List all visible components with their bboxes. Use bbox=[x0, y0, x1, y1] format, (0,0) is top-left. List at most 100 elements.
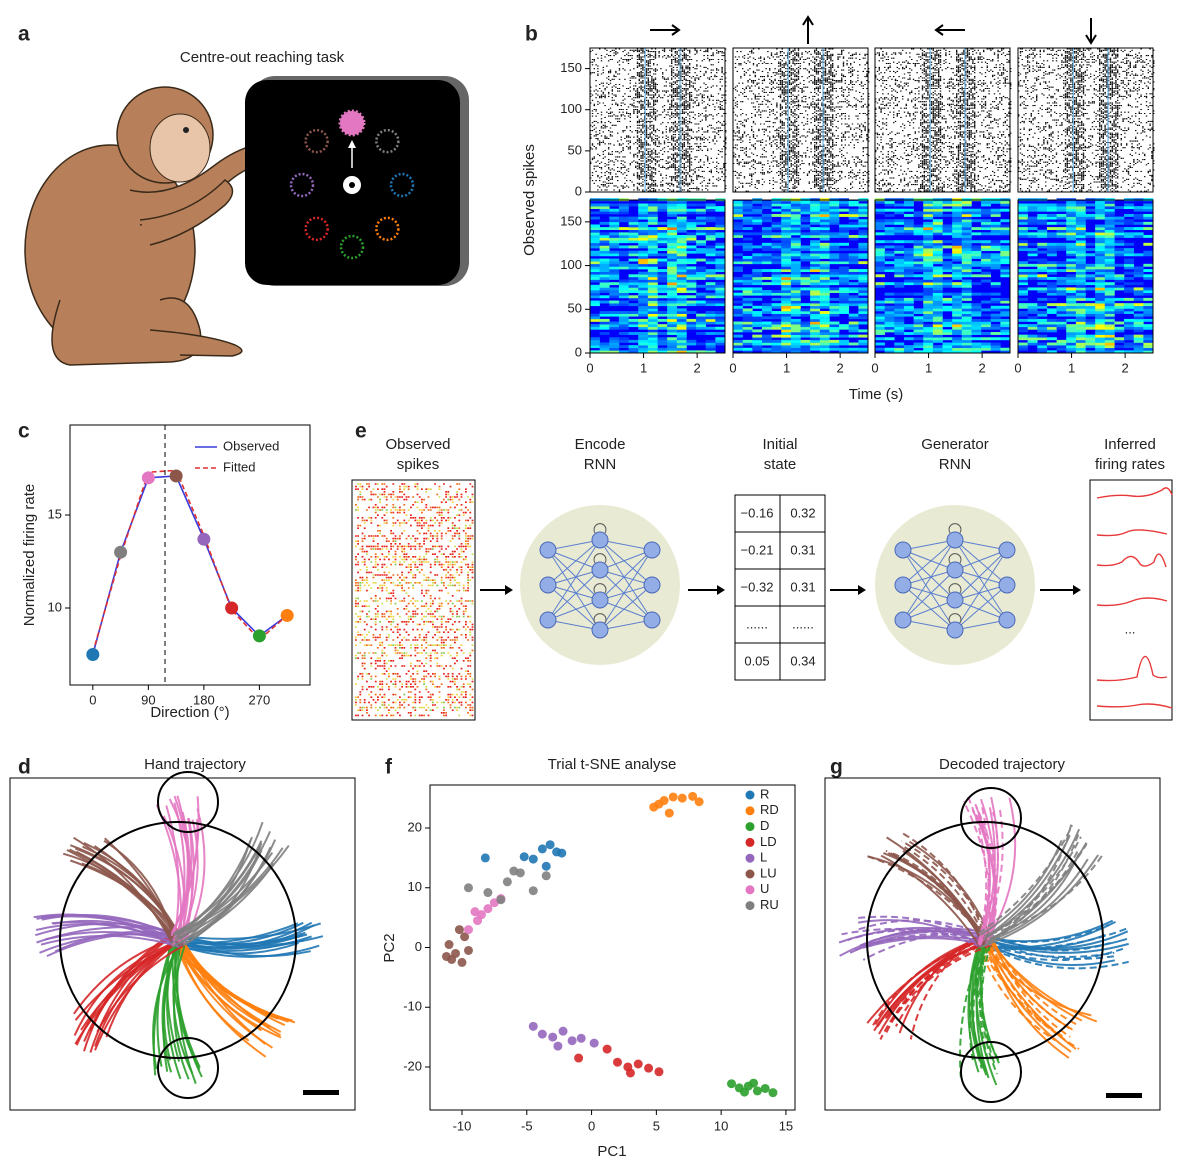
heatmap-cell bbox=[858, 242, 869, 246]
heatmap-cell bbox=[913, 232, 924, 236]
heatmap-cell bbox=[884, 266, 895, 270]
heatmap-cell bbox=[686, 339, 697, 343]
heatmap-cell bbox=[1095, 208, 1106, 212]
heatmap-cell bbox=[913, 229, 924, 233]
trajectory bbox=[176, 922, 322, 940]
heatmap-cell bbox=[705, 203, 716, 207]
heatmap-cell bbox=[1046, 345, 1057, 349]
heatmap-cell bbox=[1056, 213, 1067, 217]
heatmap-cell bbox=[981, 263, 992, 267]
heatmap-cell bbox=[1075, 266, 1086, 270]
heatmap-cell bbox=[1056, 232, 1067, 236]
heatmap-cell bbox=[667, 321, 678, 325]
heatmap-cell bbox=[696, 284, 707, 288]
heatmap-cell bbox=[1085, 345, 1096, 349]
heatmap-cell bbox=[761, 324, 772, 328]
heatmap-cell bbox=[1037, 274, 1048, 278]
heatmap-cell bbox=[942, 282, 953, 286]
heatmap-cell bbox=[839, 303, 850, 307]
heatmap-cell bbox=[819, 342, 830, 346]
heatmap-cell bbox=[932, 261, 943, 265]
heatmap-cell bbox=[1095, 242, 1106, 246]
heatmap-cell bbox=[1000, 224, 1011, 228]
heatmap-cell bbox=[884, 269, 895, 272]
heatmap-cell bbox=[599, 290, 610, 293]
heatmap-cell bbox=[667, 242, 678, 246]
heatmap-cell bbox=[913, 248, 924, 252]
stage-label: Observed bbox=[385, 436, 450, 453]
heatmap-cell bbox=[981, 221, 992, 225]
trajectory bbox=[152, 933, 179, 1076]
stage-label: Encode bbox=[575, 436, 626, 453]
heatmap-cell bbox=[705, 253, 716, 257]
scatter-point bbox=[483, 888, 493, 898]
heatmap-cell bbox=[1095, 290, 1106, 293]
heatmap-cell bbox=[609, 227, 620, 231]
heatmap-cell bbox=[790, 292, 801, 296]
heatmap-cell bbox=[981, 213, 992, 217]
trajectory bbox=[900, 844, 988, 943]
heatmap-cell bbox=[638, 342, 649, 346]
y-tick-label: 0 bbox=[575, 344, 582, 359]
y-tick-label: 20 bbox=[408, 819, 422, 834]
heatmap-cell bbox=[686, 219, 697, 223]
heatmap-cell bbox=[1104, 248, 1115, 252]
trajectory bbox=[976, 946, 1000, 1061]
heatmap-cell bbox=[638, 255, 649, 259]
target bbox=[304, 128, 329, 154]
heatmap-cell bbox=[1075, 219, 1086, 223]
heatmap-cell bbox=[848, 350, 859, 354]
heatmap-cell bbox=[1124, 305, 1135, 309]
heatmap-cell bbox=[705, 326, 716, 330]
heatmap-cell bbox=[903, 219, 914, 223]
heatmap-cell bbox=[839, 339, 850, 343]
rnn-edge bbox=[547, 539, 601, 621]
heatmap-cell bbox=[990, 200, 1001, 204]
rnn-edge bbox=[902, 569, 956, 586]
heatmap-cell bbox=[618, 332, 629, 335]
heatmap-cell bbox=[667, 292, 678, 296]
heatmap-cell bbox=[800, 274, 811, 278]
heatmap-cell bbox=[715, 219, 726, 223]
heatmap-cell bbox=[1037, 324, 1048, 328]
heatmap-cell bbox=[771, 258, 782, 262]
heatmap-cell bbox=[913, 311, 924, 314]
heatmap-cell bbox=[1124, 326, 1135, 330]
scatter-point bbox=[519, 852, 529, 862]
heatmap-cell bbox=[590, 350, 600, 354]
heatmap-cell bbox=[829, 216, 840, 220]
heatmap-cell bbox=[1056, 303, 1067, 307]
heatmap-cell bbox=[696, 227, 707, 231]
trajectory bbox=[33, 913, 176, 947]
heatmap-cell bbox=[903, 203, 914, 207]
heatmap-cell bbox=[923, 240, 934, 244]
heatmap-cell bbox=[1056, 206, 1067, 210]
heatmap-cell bbox=[1066, 345, 1077, 349]
heatmap-cell bbox=[771, 316, 782, 320]
heatmap-cell bbox=[1075, 318, 1086, 322]
heatmap-cell bbox=[800, 345, 811, 349]
heatmap-cell bbox=[848, 248, 859, 252]
scatter-point bbox=[463, 925, 473, 935]
heatmap-cell bbox=[875, 263, 885, 267]
heatmap-cell bbox=[839, 350, 850, 354]
heatmap-cell bbox=[1056, 347, 1067, 351]
heatmap-cell bbox=[667, 203, 678, 207]
heatmap-cell bbox=[913, 282, 924, 286]
heatmap-cell bbox=[667, 339, 678, 343]
heatmap-cell bbox=[733, 242, 743, 246]
heatmap-cell bbox=[923, 282, 934, 286]
heatmap-cell bbox=[647, 305, 658, 309]
heatmap-cell bbox=[667, 347, 678, 351]
heatmap-cell bbox=[1114, 284, 1125, 288]
heatmap-cell bbox=[1133, 334, 1144, 338]
heatmap-cell bbox=[609, 303, 620, 307]
heatmap-cell bbox=[1018, 245, 1028, 249]
heatmap-cell bbox=[590, 258, 600, 262]
heatmap-cell bbox=[1037, 258, 1048, 262]
heatmap-cell bbox=[848, 300, 859, 304]
heatmap-cell bbox=[1046, 337, 1057, 341]
heatmap-cell bbox=[1104, 227, 1115, 231]
heatmap-cell bbox=[733, 334, 743, 338]
heatmap-cell bbox=[638, 300, 649, 304]
